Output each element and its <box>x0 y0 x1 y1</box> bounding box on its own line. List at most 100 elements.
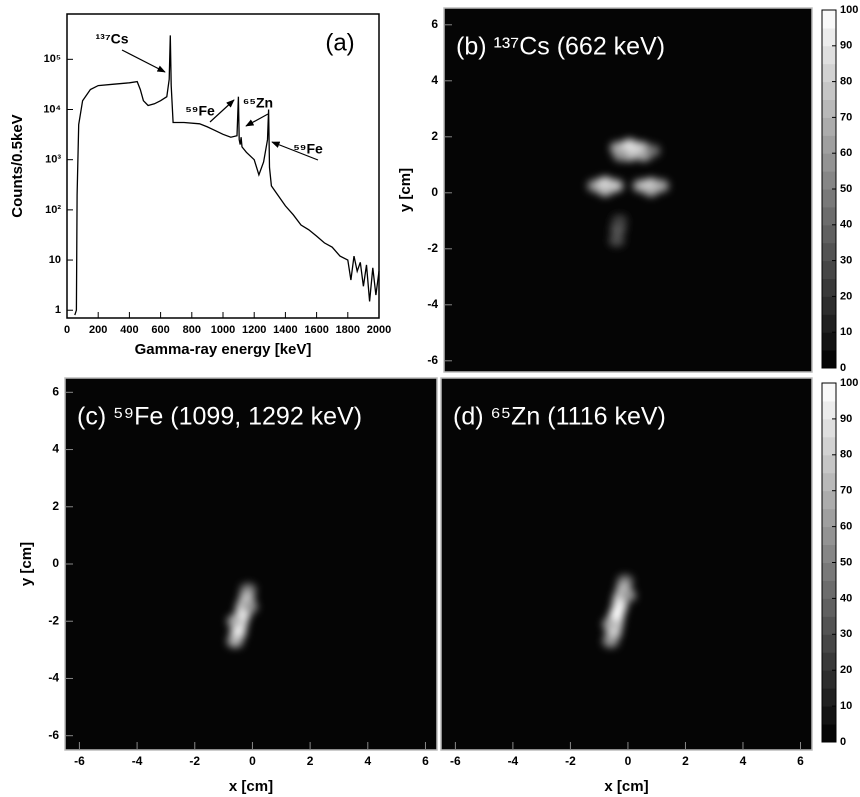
colorbar-tick-label: 50 <box>840 183 852 195</box>
heatmap <box>587 138 669 247</box>
annotation: ⁵⁹Fe <box>293 141 323 157</box>
annotation-arrow <box>209 99 235 123</box>
colorbar-tick-label: 10 <box>840 700 852 712</box>
colorbar-tick-label: 90 <box>840 40 852 52</box>
intensity-cell <box>619 589 636 602</box>
colorbar-band <box>822 153 836 172</box>
colorbar-tick-label: 20 <box>840 664 852 676</box>
colorbar-tick-label: 60 <box>840 521 852 533</box>
x-tick-label: 0 <box>625 754 632 768</box>
colorbar-band <box>822 526 836 546</box>
colorbar-band <box>822 670 836 689</box>
heatmap-background <box>441 378 812 750</box>
heatmap <box>602 574 636 648</box>
x-tick-label: 200 <box>89 324 107 336</box>
colorbar-band <box>822 688 836 707</box>
y-tick-label: 4 <box>431 73 438 87</box>
annotation-arrow <box>245 113 269 127</box>
y-tick-label: 10² <box>45 204 61 216</box>
y-axis-label: y [cm] <box>397 168 414 212</box>
colorbar-band <box>822 81 836 100</box>
intensity-cell <box>602 634 619 648</box>
x-tick-label: 0 <box>249 754 256 768</box>
colorbar-band <box>822 206 836 226</box>
colorbar-band <box>822 296 836 315</box>
x-tick-label: 2000 <box>367 324 391 336</box>
colorbar-band <box>822 260 836 279</box>
x-tick-label: 2 <box>307 754 314 768</box>
colorbar-band <box>822 224 836 244</box>
x-tick-label: 6 <box>422 754 429 768</box>
y-tick-label: 10 <box>49 254 61 266</box>
colorbar-tick-label: 80 <box>840 76 852 88</box>
x-axis-label: Gamma-ray energy [keV] <box>135 341 312 358</box>
intensity-cell <box>644 144 661 158</box>
x-tick-label: 4 <box>364 754 371 768</box>
x-tick-label: 800 <box>183 324 201 336</box>
x-tick-label: 1800 <box>336 324 360 336</box>
colorbar-band <box>822 242 836 262</box>
colorbar-tick-label: 0 <box>840 736 846 748</box>
heatmap <box>227 583 258 648</box>
x-tick-label: 4 <box>740 754 747 768</box>
annotation: ⁵⁹Fe <box>185 103 215 119</box>
colorbar-band <box>822 652 836 671</box>
y-tick-label: 1 <box>55 304 61 316</box>
colorbar-band <box>822 598 836 617</box>
y-tick-label: 6 <box>52 384 59 398</box>
y-axis-label: Counts/0.5keV <box>9 114 26 217</box>
y-tick-label: -6 <box>48 728 59 742</box>
panel-title: (d) ⁶⁵Zn (1116 keV) <box>453 403 666 431</box>
y-tick-label: -2 <box>48 613 59 627</box>
annotation-arrow <box>121 49 166 73</box>
colorbar-band <box>822 634 836 653</box>
colorbar-tick-label: 100 <box>840 377 858 389</box>
colorbar-band <box>822 383 836 402</box>
colorbar-tick-label: 0 <box>840 362 846 374</box>
intensity-cell <box>608 234 625 247</box>
colorbar-tick-label: 70 <box>840 111 852 123</box>
colorbar-tick-label: 40 <box>840 219 852 231</box>
colorbar-band <box>822 616 836 635</box>
colorbar-tick-label: 30 <box>840 628 852 640</box>
colorbar-band <box>822 418 836 438</box>
panel-title: (b) ¹³⁷Cs (662 keV) <box>456 33 665 61</box>
x-tick-label: -2 <box>565 754 576 768</box>
colorbar-band <box>822 580 836 599</box>
colorbar-band <box>822 314 836 333</box>
panel-label: (a) <box>325 29 354 56</box>
annotation: ¹³⁷Cs <box>96 31 129 47</box>
colorbar-band <box>822 63 836 83</box>
colorbar-band <box>822 350 836 369</box>
y-tick-label: -4 <box>48 671 59 685</box>
intensity-cell <box>597 183 614 197</box>
colorbar-band <box>822 472 836 492</box>
y-tick-label: 10⁴ <box>43 103 61 115</box>
colorbar-tick-label: 90 <box>840 413 852 425</box>
colorbar-band <box>822 117 836 136</box>
plot-frame <box>440 377 813 751</box>
x-tick-label: -6 <box>450 754 461 768</box>
x-tick-label: -4 <box>508 754 519 768</box>
colorbar-band <box>822 135 836 154</box>
colorbar-band <box>822 706 836 725</box>
spectrum-line <box>74 35 380 316</box>
y-tick-label: 6 <box>431 17 438 31</box>
y-tick-label: -6 <box>427 353 438 367</box>
x-tick-label: -4 <box>132 754 143 768</box>
colorbar-band <box>822 45 836 65</box>
annotation-arrow <box>271 141 319 161</box>
colorbar-band <box>822 278 836 297</box>
x-tick-label: 1000 <box>211 324 235 336</box>
intensity-cell <box>611 214 628 228</box>
heatmap-background <box>65 378 437 750</box>
colorbar-band <box>822 189 836 208</box>
plot-frame <box>66 13 380 319</box>
y-tick-label: 10³ <box>45 154 61 166</box>
colorbar-band <box>822 10 836 29</box>
x-tick-label: 2 <box>682 754 689 768</box>
colorbar-tick-label: 70 <box>840 485 852 497</box>
colorbar-tick-label: 50 <box>840 556 852 568</box>
y-tick-label: -4 <box>427 297 438 311</box>
